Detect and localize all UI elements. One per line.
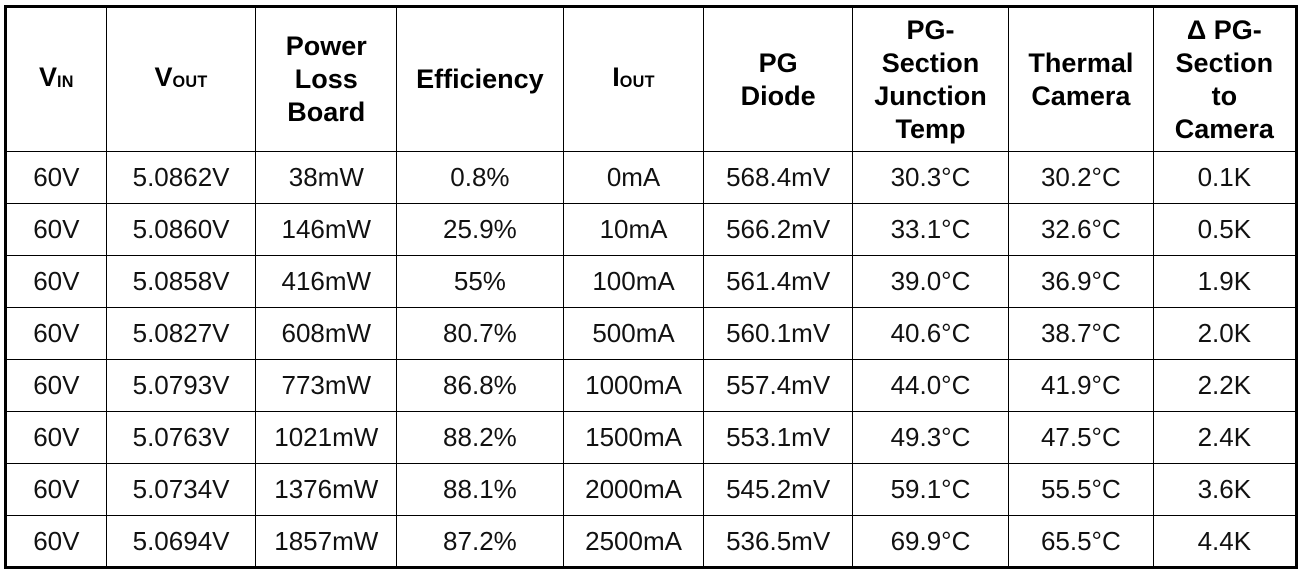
cell-vin: 60V [5,151,107,204]
cell-pg-diode: 557.4mV [703,359,853,412]
cell-efficiency: 0.8% [396,151,564,204]
cell-power-loss-board: 416mW [255,255,398,308]
table-row-2: 60V 5.0860V 146mW 25.9% 10mA 566.2mV 33.1°C 32.… [5,203,1298,256]
cell-power-loss-board: 608mW [255,307,398,360]
cell-efficiency: 86.8% [396,359,564,412]
cell-pg-section-junction-temp: 44.0°C [851,359,1010,412]
cell-power-loss-board: 146mW [255,203,398,256]
cell-efficiency: 87.2% [396,515,564,568]
cell-pg-section-junction-temp: 49.3°C [851,411,1010,464]
cell-delta-pg-section-to-camera: 0.1K [1152,151,1298,204]
cell-pg-section-junction-temp: 39.0°C [851,255,1010,308]
cell-vin: 60V [5,515,107,568]
column-header-power-loss-board: Power Loss Board [255,6,398,152]
cell-pg-section-junction-temp: 69.9°C [851,515,1010,568]
column-header-vout: VOUT [105,6,257,152]
header-symbol: I [612,62,620,92]
cell-power-loss-board: 1376mW [255,463,398,516]
cell-delta-pg-section-to-camera: 4.4K [1152,515,1298,568]
cell-power-loss-board: 1021mW [255,411,398,464]
cell-vin: 60V [5,307,107,360]
cell-thermal-camera: 47.5°C [1008,411,1154,464]
cell-iout: 1000mA [562,359,705,412]
cell-pg-diode: 560.1mV [703,307,853,360]
column-header-efficiency: Efficiency [396,6,564,152]
header-row: VIN VOUT Power Loss Board Efficiency IOUT PG … [5,6,1298,152]
cell-pg-diode: 553.1mV [703,411,853,464]
column-header-pg-diode: PG Diode [703,6,853,152]
header-subscript: OUT [172,73,208,92]
cell-pg-section-junction-temp: 59.1°C [851,463,1010,516]
table-body: 60V 5.0862V 38mW 0.8% 0mA 568.4mV 30.3°C 30.2°C… [5,151,1298,568]
cell-vin: 60V [5,255,107,308]
cell-vout: 5.0734V [105,463,257,516]
cell-pg-diode: 536.5mV [703,515,853,568]
column-header-thermal-camera: Thermal Camera [1008,6,1154,152]
table-row-3: 60V 5.0858V 416mW 55% 100mA 561.4mV 39.0°C 36.9… [5,255,1298,308]
header-symbol: V [38,62,57,92]
cell-vout: 5.0694V [105,515,257,568]
cell-vin: 60V [5,359,107,412]
cell-efficiency: 80.7% [396,307,564,360]
cell-vout: 5.0860V [105,203,257,256]
cell-iout: 10mA [562,203,705,256]
cell-pg-section-junction-temp: 30.3°C [851,151,1010,204]
cell-efficiency: 55% [396,255,564,308]
cell-thermal-camera: 36.9°C [1008,255,1154,308]
cell-power-loss-board: 773mW [255,359,398,412]
cell-delta-pg-section-to-camera: 2.4K [1152,411,1298,464]
cell-pg-diode: 566.2mV [703,203,853,256]
cell-iout: 2000mA [562,463,705,516]
cell-iout: 0mA [562,151,705,204]
cell-iout: 100mA [562,255,705,308]
cell-pg-diode: 545.2mV [703,463,853,516]
column-header-iout: IOUT [562,6,705,152]
cell-delta-pg-section-to-camera: 3.6K [1152,463,1298,516]
table-row-7: 60V 5.0734V 1376mW 88.1% 2000mA 545.2mV 59.1°C… [5,463,1298,516]
cell-power-loss-board: 1857mW [255,515,398,568]
cell-thermal-camera: 30.2°C [1008,151,1154,204]
column-header-pg-section-junction-temp: PG- Section Junction Temp [851,6,1010,152]
header-symbol: V [154,62,173,92]
cell-pg-diode: 561.4mV [703,255,853,308]
cell-vout: 5.0862V [105,151,257,204]
cell-thermal-camera: 55.5°C [1008,463,1154,516]
measurement-table: VIN VOUT Power Loss Board Efficiency IOUT PG … [4,5,1298,569]
table-row-1: 60V 5.0862V 38mW 0.8% 0mA 568.4mV 30.3°C 30.2°C… [5,151,1298,204]
cell-iout: 2500mA [562,515,705,568]
cell-efficiency: 88.1% [396,463,564,516]
cell-efficiency: 88.2% [396,411,564,464]
cell-delta-pg-section-to-camera: 2.2K [1152,359,1298,412]
cell-power-loss-board: 38mW [255,151,398,204]
cell-thermal-camera: 41.9°C [1008,359,1154,412]
cell-iout: 500mA [562,307,705,360]
table-row-6: 60V 5.0763V 1021mW 88.2% 1500mA 553.1mV 49.3°C… [5,411,1298,464]
cell-delta-pg-section-to-camera: 2.0K [1152,307,1298,360]
cell-thermal-camera: 32.6°C [1008,203,1154,256]
cell-iout: 1500mA [562,411,705,464]
table-row-5: 60V 5.0793V 773mW 86.8% 1000mA 557.4mV 44.0°C 4… [5,359,1298,412]
cell-vout: 5.0827V [105,307,257,360]
column-header-vin: VIN [5,6,107,152]
cell-pg-section-junction-temp: 40.6°C [851,307,1010,360]
cell-efficiency: 25.9% [396,203,564,256]
cell-thermal-camera: 38.7°C [1008,307,1154,360]
cell-vin: 60V [5,203,107,256]
cell-vout: 5.0793V [105,359,257,412]
table-row-8: 60V 5.0694V 1857mW 87.2% 2500mA 536.5mV 69.9°C… [5,515,1298,568]
cell-vin: 60V [5,463,107,516]
cell-vin: 60V [5,411,107,464]
cell-pg-diode: 568.4mV [703,151,853,204]
cell-vout: 5.0763V [105,411,257,464]
cell-vout: 5.0858V [105,255,257,308]
cell-thermal-camera: 65.5°C [1008,515,1154,568]
column-header-delta-pg-section-to-camera: Δ PG- Section to Camera [1152,6,1298,152]
cell-pg-section-junction-temp: 33.1°C [851,203,1010,256]
cell-delta-pg-section-to-camera: 0.5K [1152,203,1298,256]
table-row-4: 60V 5.0827V 608mW 80.7% 500mA 560.1mV 40.6°C 38… [5,307,1298,360]
header-subscript: IN [56,73,74,92]
cell-delta-pg-section-to-camera: 1.9K [1152,255,1298,308]
header-subscript: OUT [619,73,655,92]
